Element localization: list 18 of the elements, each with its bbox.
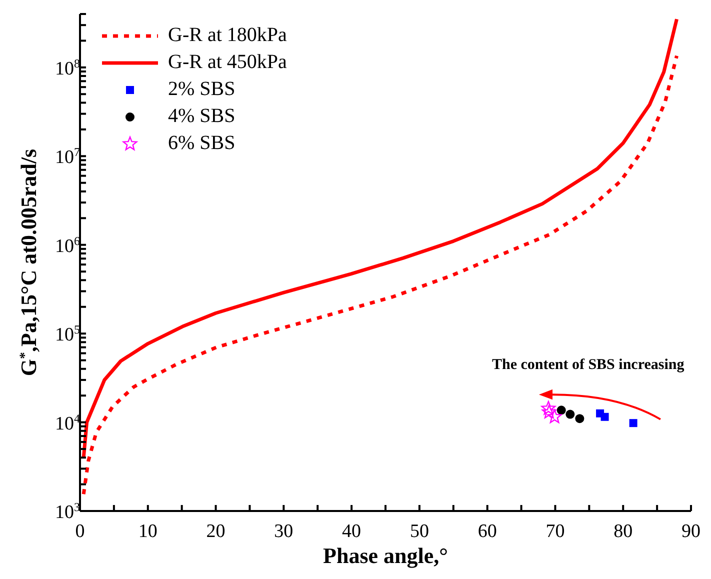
y-tick-label: 10$^{4}$ bbox=[55, 411, 80, 434]
x-tick-label: 90 bbox=[682, 521, 700, 542]
x-tick-label: 70 bbox=[546, 521, 565, 542]
legend-label: 2% SBS bbox=[168, 77, 236, 102]
x-tick-label: 40 bbox=[342, 521, 362, 542]
x-tick-label: 50 bbox=[410, 521, 429, 542]
x-tick-label: 0 bbox=[75, 521, 85, 542]
x-tick-label: 30 bbox=[274, 521, 294, 542]
legend-label: 6% SBS bbox=[168, 131, 236, 156]
x-tick-label: 10 bbox=[138, 521, 158, 542]
x-axis-title: Phase angle,° bbox=[323, 543, 448, 568]
legend-label: G-R at 180kPa bbox=[168, 23, 287, 48]
annotation: The content of SBS increasing bbox=[492, 356, 684, 374]
legend-label: G-R at 450kPa bbox=[168, 50, 287, 75]
x-tick-label: 60 bbox=[478, 521, 497, 542]
x-tick-label: 20 bbox=[206, 521, 226, 542]
x-tick-label: 80 bbox=[614, 521, 633, 542]
legend-label: 4% SBS bbox=[168, 104, 236, 129]
